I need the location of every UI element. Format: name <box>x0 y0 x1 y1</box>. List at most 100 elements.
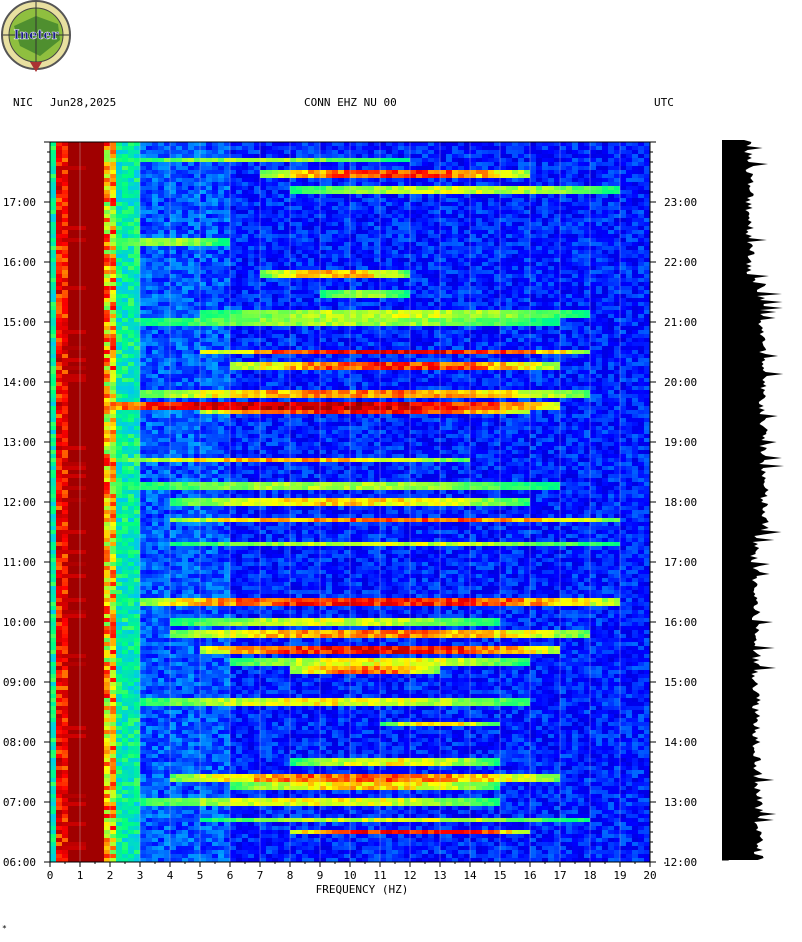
heatmap-cell <box>182 154 188 158</box>
heatmap-cell <box>518 198 524 202</box>
heatmap-cell <box>374 226 380 230</box>
heatmap-cell <box>176 330 182 334</box>
heatmap-cell <box>248 326 254 330</box>
heatmap-cell <box>170 214 176 218</box>
heatmap-cell <box>236 142 242 146</box>
heatmap-cell <box>386 162 392 166</box>
heatmap-cell <box>584 238 590 242</box>
heatmap-cell <box>644 250 650 254</box>
heatmap-cell <box>476 198 482 202</box>
heatmap-cell <box>584 250 590 254</box>
heatmap-cell <box>380 246 386 250</box>
heatmap-cell <box>440 318 446 322</box>
heatmap-cell <box>284 346 290 350</box>
heatmap-cell <box>410 282 416 286</box>
heatmap-cell <box>488 198 494 202</box>
heatmap-cell <box>632 326 638 330</box>
heatmap-cell <box>248 142 254 146</box>
heatmap-cell <box>344 234 350 238</box>
heatmap-cell <box>464 186 470 190</box>
heatmap-cell <box>362 326 368 330</box>
heatmap-cell <box>206 170 212 174</box>
heatmap-cell <box>176 210 182 214</box>
heatmap-cell <box>248 154 254 158</box>
heatmap-cell <box>440 326 446 330</box>
heatmap-cell <box>296 210 302 214</box>
heatmap-cell <box>470 246 476 250</box>
heatmap-cell <box>554 218 560 222</box>
heatmap-cell <box>50 230 56 234</box>
heatmap-cell <box>374 206 380 210</box>
heatmap-cell <box>200 146 206 150</box>
heatmap-cell <box>344 278 350 282</box>
heatmap-cell <box>572 170 578 174</box>
heatmap-cell <box>578 142 584 146</box>
heatmap-cell <box>644 242 650 246</box>
heatmap-cell <box>578 166 584 170</box>
heatmap-cell <box>320 210 326 214</box>
heatmap-cell <box>50 198 56 202</box>
heatmap-cell <box>164 326 170 330</box>
heatmap-cell <box>452 262 458 266</box>
heatmap-cell <box>308 194 314 198</box>
heatmap-cell <box>398 142 404 146</box>
heatmap-cell <box>272 258 278 262</box>
heatmap-cell <box>584 286 590 290</box>
heatmap-cell <box>260 270 266 274</box>
heatmap-cell <box>236 238 242 242</box>
heatmap-cell <box>188 334 194 338</box>
heatmap-cell <box>128 302 134 306</box>
heatmap-cell <box>548 182 554 186</box>
heatmap-cell <box>434 242 440 246</box>
heatmap-cell <box>134 326 140 330</box>
heatmap-cell <box>278 266 284 270</box>
heatmap-cell <box>326 246 332 250</box>
heatmap-cell <box>200 282 206 286</box>
heatmap-cell <box>230 234 236 238</box>
heatmap-cell <box>524 202 530 206</box>
heatmap-cell <box>164 274 170 278</box>
heatmap-cell <box>428 194 434 198</box>
heatmap-cell <box>308 270 314 274</box>
heatmap-cell <box>386 338 392 342</box>
heatmap-cell <box>218 222 224 226</box>
heatmap-cell <box>434 338 440 342</box>
heatmap-cell <box>56 322 62 326</box>
heatmap-cell <box>476 322 482 326</box>
spectrogram-plot: 0 1 2 3 4 5 6 7 8 9 10 11 12 13 14 15 16 17 18 19 20 06:0007… <box>0 130 700 900</box>
heatmap-cell <box>368 346 374 350</box>
heatmap-cell <box>638 258 644 262</box>
heatmap-cell <box>500 266 506 270</box>
heatmap-cell <box>86 346 104 350</box>
heatmap-cell <box>434 186 440 190</box>
heatmap-cell <box>92 270 104 274</box>
heatmap-cell <box>386 210 392 214</box>
heatmap-cell <box>482 342 488 346</box>
heatmap-cell <box>122 266 128 270</box>
heatmap-cell <box>464 306 470 310</box>
heatmap-cell <box>272 154 278 158</box>
heatmap-cell <box>212 326 218 330</box>
heatmap-cell <box>416 206 422 210</box>
heatmap-cell <box>596 306 602 310</box>
heatmap-cell <box>122 302 128 306</box>
heatmap-cell <box>284 182 290 186</box>
heatmap-cell <box>572 290 578 294</box>
heatmap-cell <box>122 286 128 290</box>
heatmap-cell <box>608 258 614 262</box>
heatmap-cell <box>260 314 266 318</box>
heatmap-cell <box>398 146 404 150</box>
heatmap-cell <box>470 190 476 194</box>
heatmap-cell <box>140 186 146 190</box>
heatmap-cell <box>116 322 122 326</box>
heatmap-cell <box>458 194 464 198</box>
heatmap-cell <box>494 298 500 302</box>
heatmap-cell <box>566 286 572 290</box>
heatmap-cell <box>614 198 620 202</box>
heatmap-cell <box>518 258 524 262</box>
heatmap-cell <box>176 282 182 286</box>
heatmap-cell <box>182 182 188 186</box>
heatmap-cell <box>470 154 476 158</box>
heatmap-cell <box>380 154 386 158</box>
heatmap-cell <box>482 302 488 306</box>
